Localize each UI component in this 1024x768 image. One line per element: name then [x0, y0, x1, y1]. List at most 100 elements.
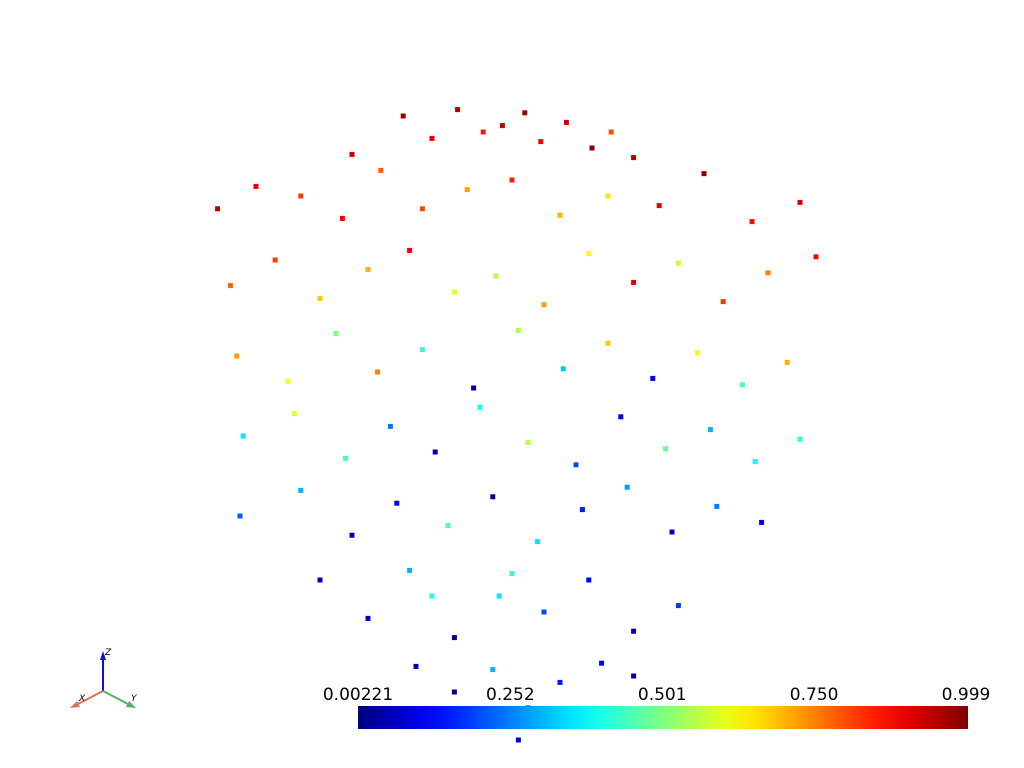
point [631, 155, 637, 161]
point [714, 503, 720, 509]
point [400, 113, 406, 119]
point [813, 254, 819, 260]
point [624, 484, 630, 490]
point [557, 212, 563, 218]
point [618, 414, 624, 420]
point [784, 359, 790, 365]
point [759, 519, 765, 525]
point [538, 139, 544, 145]
y-axis-label: Y [131, 694, 138, 704]
point [349, 532, 355, 538]
point [493, 273, 499, 279]
point [429, 593, 435, 599]
point [253, 183, 259, 189]
point [298, 193, 304, 199]
point [317, 295, 323, 301]
point [720, 299, 726, 305]
point [349, 151, 355, 157]
point [631, 673, 637, 679]
point [797, 436, 803, 442]
point [586, 251, 592, 257]
point [407, 247, 413, 253]
point [234, 353, 240, 359]
point [701, 171, 707, 177]
point [298, 487, 304, 493]
point [445, 523, 451, 529]
point [333, 331, 339, 337]
point [695, 350, 701, 356]
point [432, 449, 438, 455]
point [557, 679, 563, 685]
point [272, 257, 278, 263]
point [675, 603, 681, 609]
z-arrowhead [100, 651, 106, 660]
point [471, 385, 477, 391]
point [451, 635, 457, 641]
point [496, 593, 502, 599]
colorbar-ticks: 0.00221 0.252 0.501 0.750 0.999 [323, 685, 990, 705]
point [477, 404, 483, 410]
point [509, 571, 515, 577]
point [589, 145, 595, 151]
point [765, 270, 771, 276]
point [739, 382, 745, 388]
point [240, 433, 246, 439]
point [464, 187, 470, 193]
point [365, 615, 371, 621]
colorbar-tick-label: 0.501 [638, 685, 687, 705]
point [499, 123, 505, 129]
point [429, 135, 435, 141]
point [650, 375, 656, 381]
point [378, 167, 384, 173]
point [669, 529, 675, 535]
point [339, 215, 345, 221]
point [656, 203, 662, 209]
point [407, 567, 413, 573]
point [541, 302, 547, 308]
point [237, 513, 243, 519]
colorbar-tick-label: 0.252 [486, 685, 535, 705]
point [579, 507, 585, 513]
point [413, 663, 419, 669]
colorbar-tick-label: 0.999 [942, 685, 991, 705]
point [375, 369, 381, 375]
point [707, 427, 713, 433]
x-arrowhead [70, 701, 80, 708]
x-axis-arrow [75, 690, 104, 706]
point [515, 737, 521, 743]
point [490, 667, 496, 673]
point [387, 423, 393, 429]
point [752, 459, 758, 465]
point [797, 199, 803, 205]
point [317, 577, 323, 583]
point [563, 119, 569, 125]
point [490, 494, 496, 500]
y-axis-arrow [102, 690, 131, 706]
point [291, 411, 297, 417]
point [675, 260, 681, 266]
colorbar [358, 706, 968, 729]
point [525, 439, 531, 445]
point [343, 455, 349, 461]
point [419, 206, 425, 212]
point [215, 206, 221, 212]
point [451, 689, 457, 695]
colorbar-tick-label: 0.00221 [323, 685, 393, 705]
x-axis-label: X [78, 694, 86, 704]
point [605, 193, 611, 199]
point [631, 628, 637, 634]
point [285, 379, 291, 385]
z-axis-label: Z [104, 648, 112, 658]
point [599, 660, 605, 666]
point [227, 283, 233, 289]
point [749, 219, 755, 225]
point [631, 279, 637, 285]
point [509, 177, 515, 183]
point [522, 110, 528, 116]
point [586, 577, 592, 583]
point [451, 289, 457, 295]
point [573, 462, 579, 468]
point-cloud [215, 107, 819, 743]
